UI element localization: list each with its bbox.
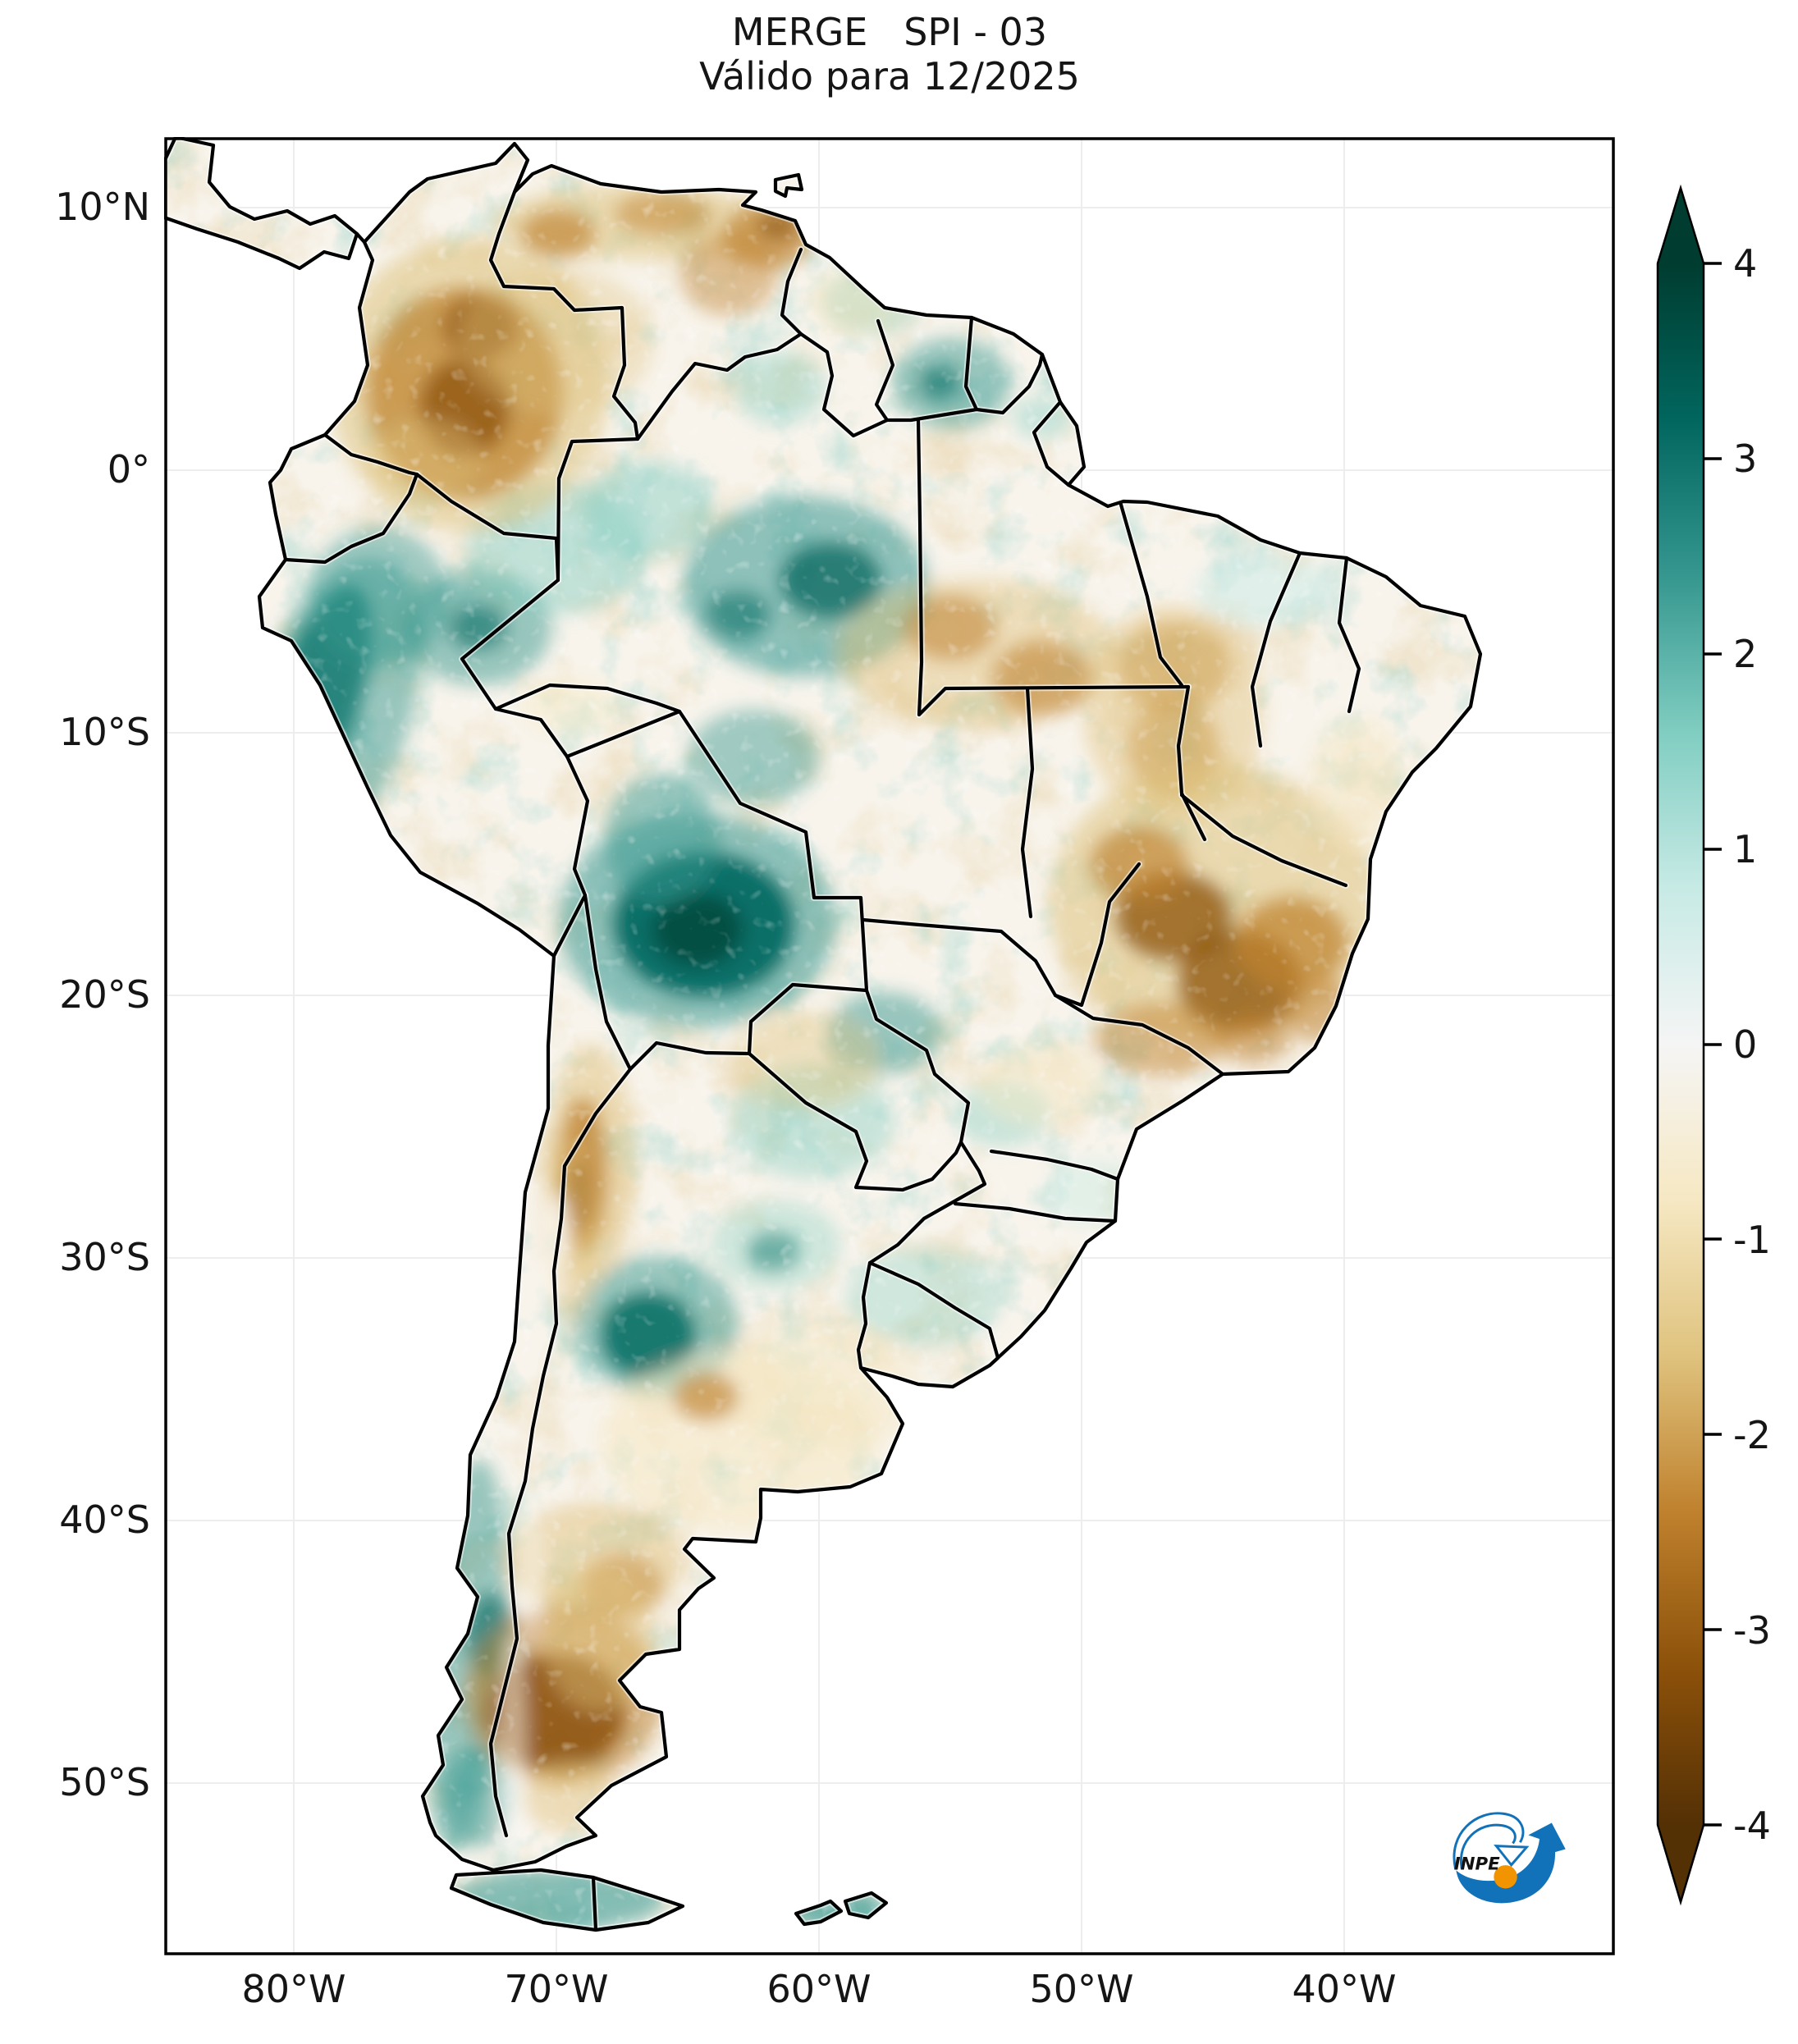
cbar-tick-m4: -4 xyxy=(1733,1804,1771,1848)
colorbar-gradient-bar xyxy=(1656,184,1705,1906)
cbar-tick-m2: -2 xyxy=(1733,1413,1771,1457)
cbar-tick-m1: -1 xyxy=(1733,1218,1771,1262)
cbar-tick-2: 2 xyxy=(1733,632,1758,676)
lat-tick-20s: 20°S xyxy=(59,972,150,1017)
lon-tick-70w: 70°W xyxy=(504,1967,609,2011)
inpe-logo: INPE xyxy=(1453,1812,1566,1904)
cbar-tick-0: 0 xyxy=(1733,1022,1758,1067)
lat-tick-0: 0° xyxy=(107,447,150,492)
cbar-tick-1: 1 xyxy=(1733,827,1758,871)
lon-tick-50w: 50°W xyxy=(1029,1967,1134,2011)
inpe-logo-thick-arrow xyxy=(1456,1822,1566,1904)
inpe-logo-text: INPE xyxy=(1454,1854,1500,1874)
lon-tick-60w: 60°W xyxy=(766,1967,872,2011)
inpe-logo-thin-arrow xyxy=(1453,1812,1525,1869)
inpe-logo-arrowhead-down xyxy=(1494,1845,1530,1868)
lon-tick-80w: 80°W xyxy=(241,1967,346,2011)
colorbar xyxy=(1656,184,1722,1906)
axes-frame xyxy=(164,137,1615,1955)
lat-tick-40s: 40°S xyxy=(59,1498,150,1542)
colorbar-ticks xyxy=(1704,262,1722,1827)
lat-tick-10s: 10°S xyxy=(59,710,150,754)
lat-tick-10n: 10°N xyxy=(55,185,150,229)
cbar-tick-4: 4 xyxy=(1733,241,1758,286)
inpe-logo-orange-ball xyxy=(1494,1865,1517,1889)
cbar-tick-3: 3 xyxy=(1733,437,1758,481)
south-america-spi-map xyxy=(164,137,1615,1955)
spi-raster xyxy=(164,137,1480,1930)
cbar-tick-m3: -3 xyxy=(1733,1608,1771,1653)
plot-subtitle: Válido para 12/2025 xyxy=(699,54,1080,98)
lon-tick-40w: 40°W xyxy=(1292,1967,1397,2011)
lat-tick-50s: 50°S xyxy=(59,1760,150,1804)
lat-tick-30s: 30°S xyxy=(59,1235,150,1279)
plot-title: MERGE SPI - 03 xyxy=(731,10,1048,54)
